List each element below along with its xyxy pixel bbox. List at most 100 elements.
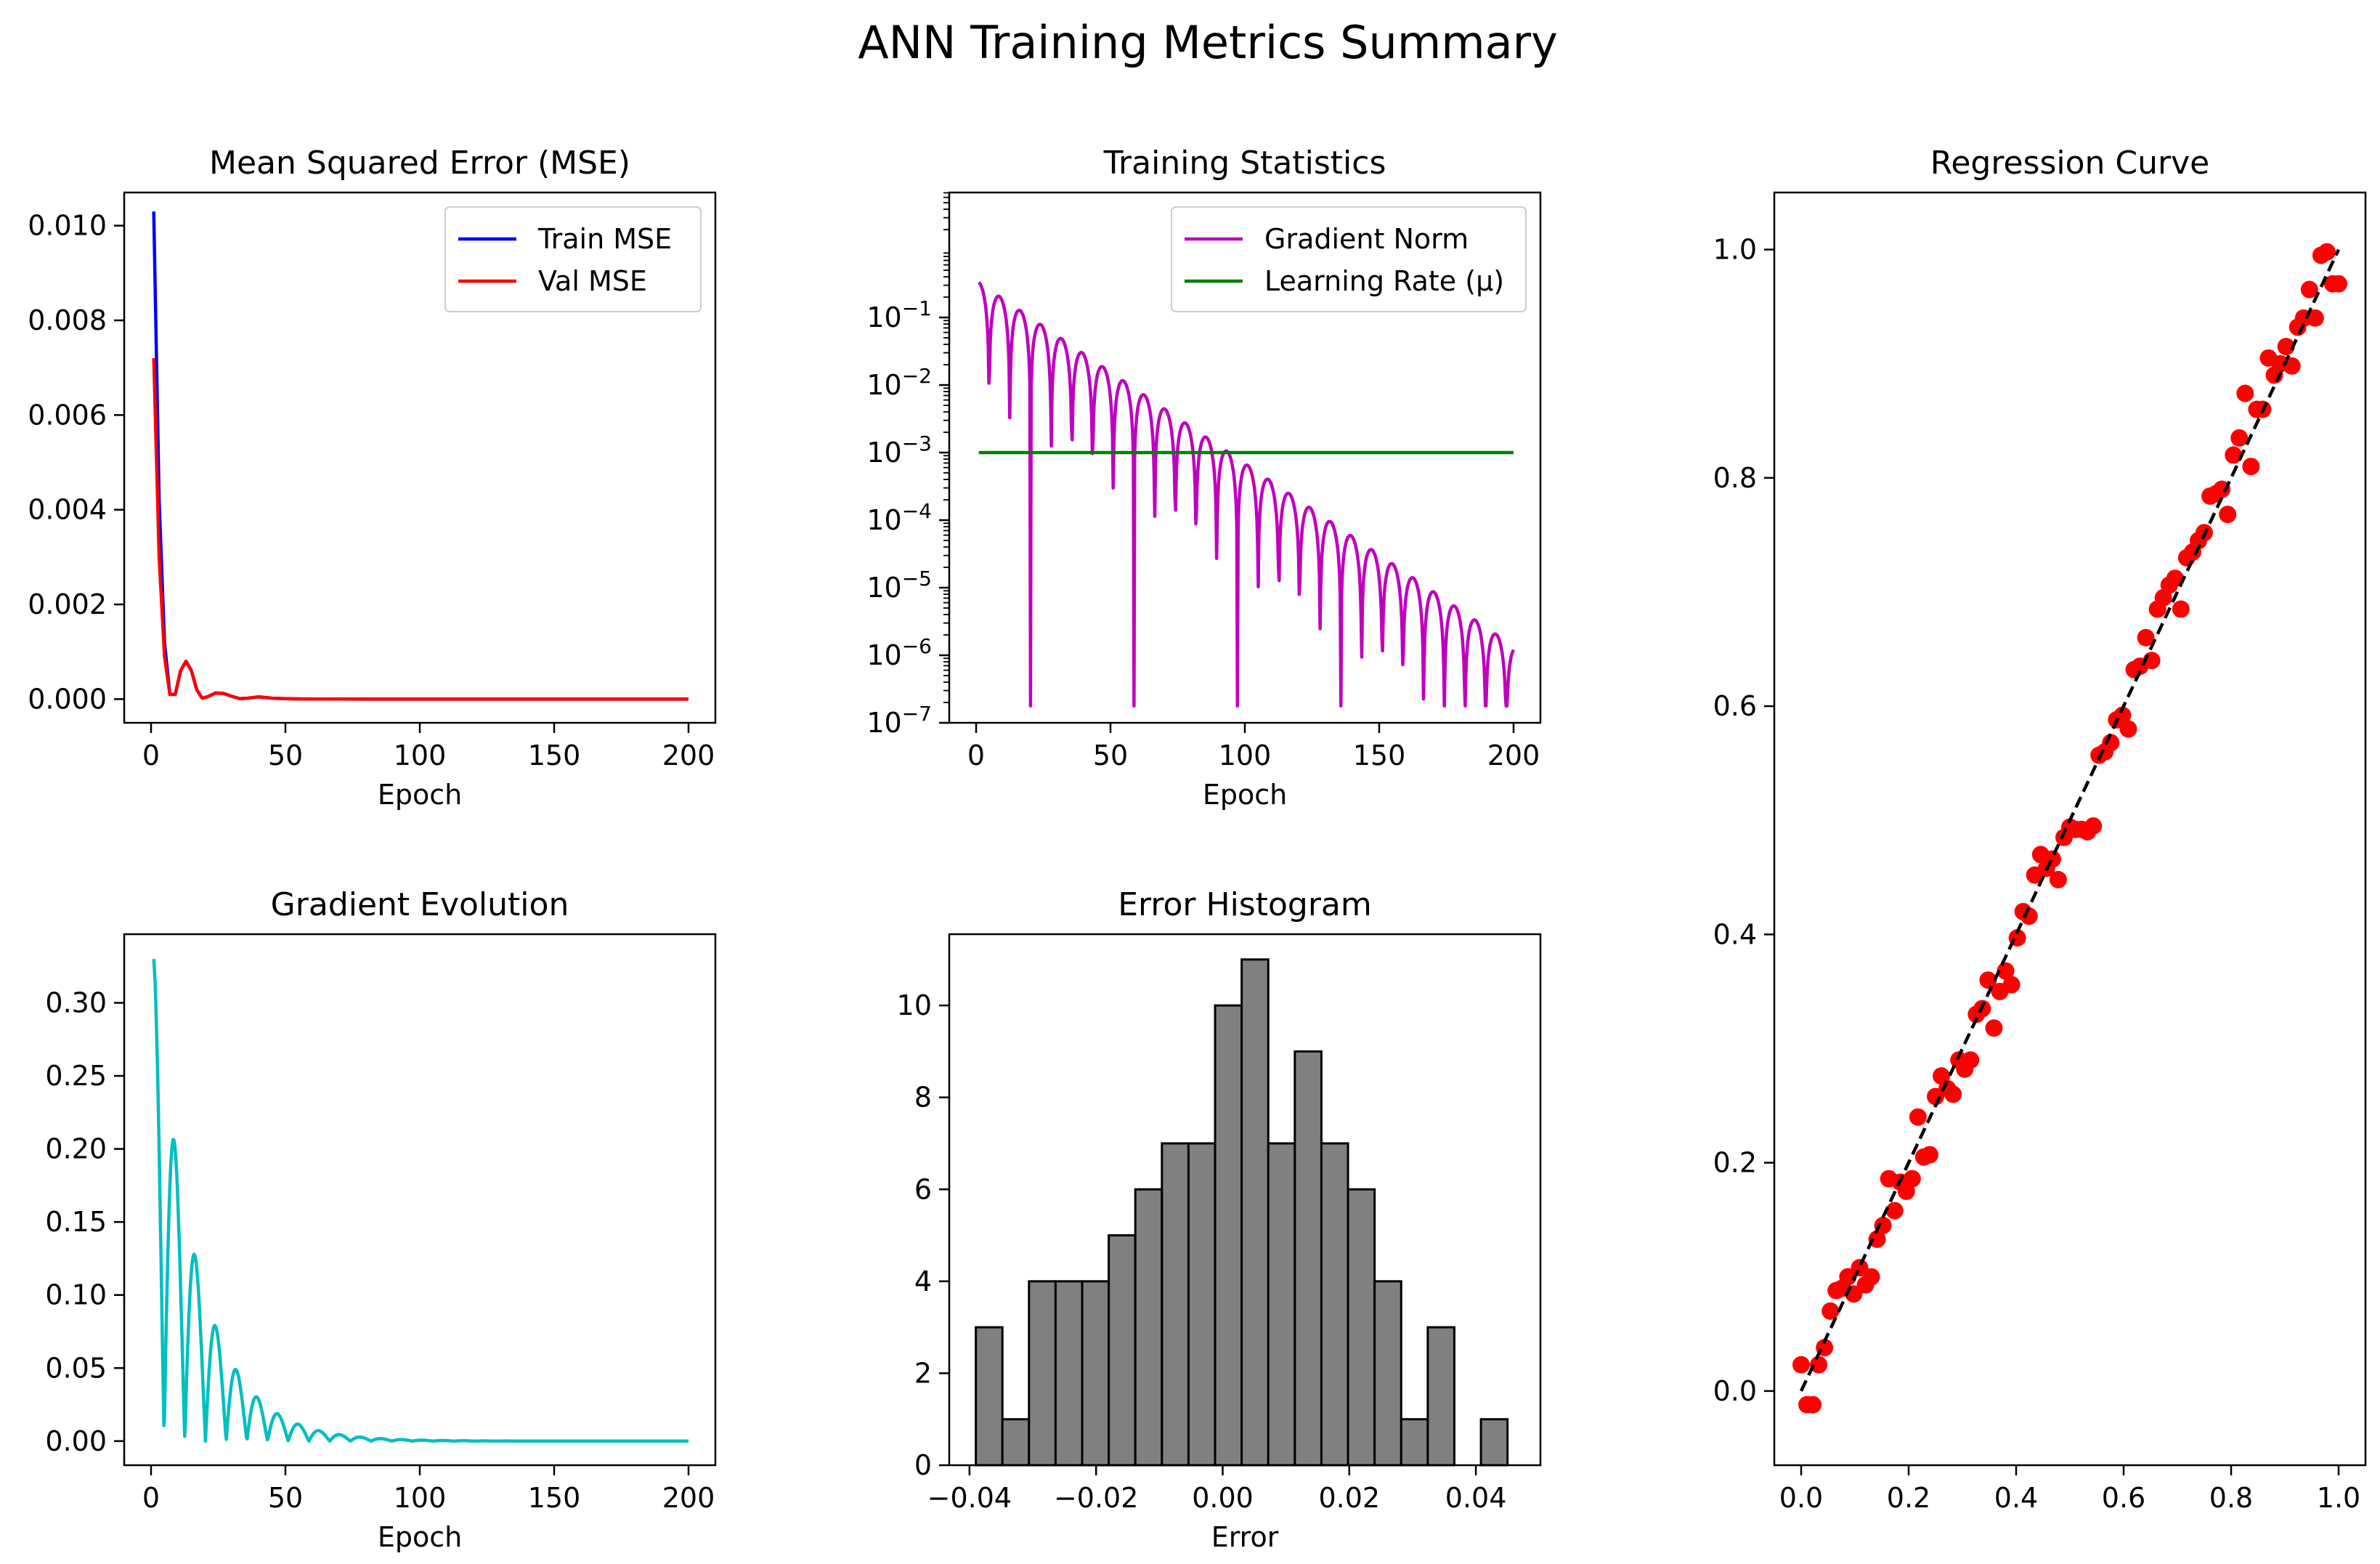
- y-tick-label: 0: [914, 1449, 932, 1481]
- scatter-point: [2119, 720, 2137, 738]
- legend-label: Learning Rate (µ): [1264, 265, 1504, 297]
- axes-frame: [948, 933, 1542, 1467]
- x-tick-label: 200: [1487, 740, 1540, 771]
- histogram-bar: [1028, 1280, 1057, 1467]
- x-tick-label: 0.0: [1779, 1482, 1823, 1514]
- scatter-point: [1944, 1085, 1962, 1103]
- legend-box: [1171, 206, 1527, 312]
- x-axis-label: Error: [1211, 1521, 1279, 1553]
- x-tick-label: 50: [1093, 740, 1128, 771]
- y-tick-label: 10−5: [866, 567, 932, 604]
- y-tick-label: 0.4: [1713, 918, 1757, 950]
- histogram-bar: [1054, 1280, 1084, 1467]
- legend-label: Train MSE: [537, 223, 672, 255]
- scatter-point: [2002, 976, 2020, 994]
- x-tick-label: 0: [142, 1482, 160, 1514]
- histogram-bar: [1426, 1326, 1455, 1467]
- scatter-point: [1903, 1170, 1921, 1188]
- scatter-point: [2318, 243, 2336, 261]
- scatter-point: [2020, 907, 2038, 925]
- legend-label: Val MSE: [538, 265, 647, 297]
- scatter-point: [1997, 962, 2015, 980]
- scatter-point: [2230, 429, 2249, 447]
- x-axis-label: Epoch: [378, 779, 462, 811]
- axes-frame: [1773, 191, 2367, 1467]
- x-tick-label: −0.04: [927, 1482, 1012, 1514]
- y-tick-label: 4: [914, 1265, 932, 1297]
- histogram-bar: [1214, 1004, 1243, 1467]
- histogram-bar: [1267, 1142, 1296, 1467]
- scatter-point: [2102, 734, 2120, 752]
- axes-frame: [123, 191, 717, 724]
- scatter-point: [1885, 1202, 1904, 1220]
- regression-curve-chart: Regression Curve 0.0 0.2 0.4 0.6 0.8 1.0 0.0 0.2…: [1713, 145, 2367, 1514]
- histogram-bar: [1240, 958, 1270, 1467]
- x-tick-label: 0.00: [1192, 1482, 1254, 1514]
- chart-title: Error Histogram: [1118, 886, 1372, 923]
- y-tick-label: 10−2: [866, 364, 932, 401]
- y-tick-label: 0.0: [1713, 1375, 1757, 1407]
- y-tick-label: 0.004: [28, 494, 107, 526]
- y-tick-label: 0.20: [45, 1133, 107, 1165]
- y-tick-label: 6: [914, 1173, 932, 1205]
- y-tick-label: 2: [914, 1357, 932, 1389]
- scatter-point: [1804, 1395, 1822, 1414]
- chart-title: Regression Curve: [1930, 145, 2209, 182]
- x-tick-label: 1.0: [2317, 1482, 2360, 1514]
- line-val-mse: [152, 358, 689, 701]
- scatter-point: [1868, 1230, 1886, 1248]
- x-axis-label: Epoch: [378, 1521, 462, 1553]
- x-tick-label: 150: [528, 1482, 581, 1514]
- histogram-bar: [1134, 1188, 1163, 1467]
- scatter-point: [1810, 1356, 1828, 1374]
- y-tick-label: 8: [914, 1082, 932, 1114]
- scatter-point: [2166, 570, 2184, 588]
- y-tick-label: 10−3: [866, 431, 932, 469]
- scatter-point: [2225, 446, 2243, 464]
- histogram-bar: [1320, 1142, 1349, 1467]
- x-tick-label: 0.4: [1994, 1482, 2038, 1514]
- y-tick-label: 0.6: [1713, 690, 1757, 722]
- x-tick-label: 0.04: [1445, 1482, 1507, 1514]
- x-tick-label: 0: [142, 740, 160, 771]
- gradient-evolution-chart: Gradient Evolution 0 50 100 150 200 0.00 0.05 0.…: [45, 886, 717, 1553]
- x-tick-label: 50: [268, 1482, 303, 1514]
- histogram-bar: [975, 1326, 1004, 1467]
- histogram-bar: [1479, 1418, 1509, 1467]
- histogram-bar: [1400, 1418, 1429, 1467]
- histogram-bar: [1108, 1234, 1137, 1467]
- scatter-point: [1985, 1019, 2003, 1037]
- histogram-bar: [1347, 1188, 1376, 1467]
- y-tick-label: 10−1: [866, 296, 932, 333]
- scatter-point: [2300, 280, 2318, 299]
- scatter-point: [1839, 1268, 1857, 1286]
- histogram-bar: [1373, 1280, 1402, 1467]
- scatter-point: [2043, 850, 2061, 868]
- y-tick-label: 0.000: [28, 683, 107, 715]
- mse-chart: Mean Squared Error (MSE) 0 50 100 150 200 0.00…: [28, 145, 717, 811]
- scatter-point: [1979, 971, 1997, 989]
- histogram-bar: [1293, 1050, 1323, 1467]
- histogram-bar: [1187, 1142, 1217, 1467]
- scatter-point: [2049, 870, 2067, 888]
- y-tick-label: 10: [897, 989, 932, 1021]
- scatter-point: [2306, 309, 2324, 327]
- scatter-point: [2172, 600, 2190, 618]
- training-statistics-chart: Training Statistics 0 50 100 150 200 Epoch 10−1…: [866, 145, 1542, 811]
- legend-box: [444, 206, 702, 312]
- y-tick-label: 1.0: [1713, 234, 1757, 266]
- scatter-point: [2242, 458, 2260, 476]
- scatter-point: [2330, 275, 2348, 293]
- scatter-point: [2277, 338, 2295, 356]
- x-tick-label: 150: [1353, 740, 1406, 771]
- line-gradient-evolution: [152, 959, 690, 1443]
- y-tick-label: 0.002: [28, 588, 107, 620]
- x-tick-label: 0.02: [1318, 1482, 1380, 1514]
- y-tick-label: 10−7: [866, 702, 932, 739]
- y-tick-label: 10−6: [866, 634, 932, 671]
- scatter-point: [1851, 1259, 1869, 1277]
- y-tick-label: 10−4: [866, 499, 932, 536]
- x-tick-label: −0.02: [1054, 1482, 1138, 1514]
- x-tick-label: 0: [967, 740, 985, 771]
